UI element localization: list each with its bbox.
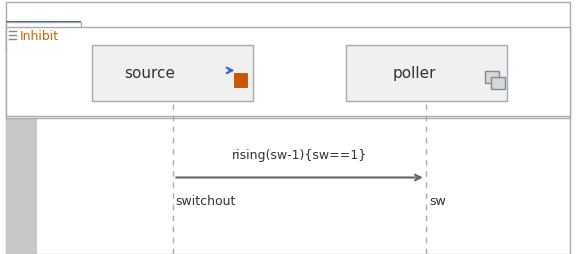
FancyBboxPatch shape [6, 118, 37, 254]
Text: poller: poller [393, 66, 437, 81]
FancyBboxPatch shape [485, 72, 499, 84]
FancyBboxPatch shape [6, 23, 81, 53]
FancyBboxPatch shape [234, 74, 247, 88]
FancyBboxPatch shape [6, 3, 570, 254]
Text: sw: sw [429, 194, 446, 207]
FancyBboxPatch shape [6, 28, 570, 117]
Text: source: source [124, 66, 175, 81]
FancyBboxPatch shape [491, 77, 505, 89]
Text: rising(sw-1){sw==1}: rising(sw-1){sw==1} [232, 148, 367, 161]
Text: switchout: switchout [176, 194, 236, 207]
Text: Inhibit: Inhibit [20, 30, 59, 43]
FancyBboxPatch shape [6, 22, 81, 28]
FancyBboxPatch shape [92, 46, 253, 102]
FancyBboxPatch shape [346, 46, 507, 102]
